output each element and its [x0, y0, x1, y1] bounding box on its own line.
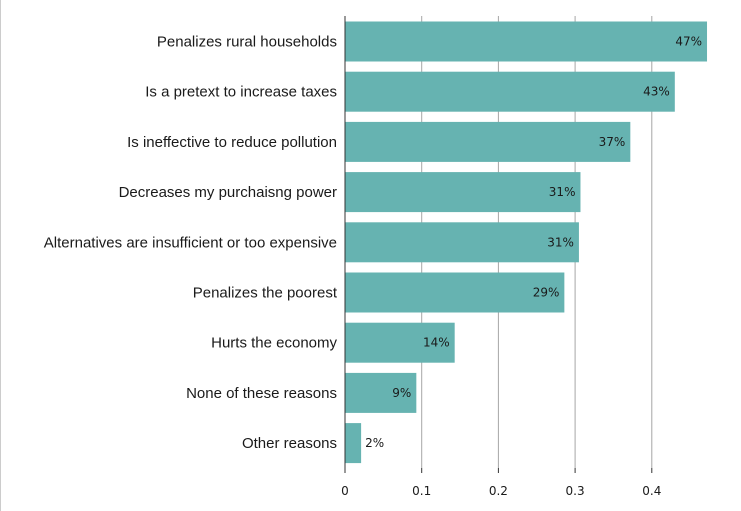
data-label: 2% [365, 436, 384, 450]
bar [345, 372, 417, 413]
category-label: None of these reasons [186, 385, 337, 402]
data-label: 43% [643, 85, 670, 99]
x-axis-ticks: 0 0.1 0.2 0.3 0.4 [341, 468, 661, 498]
category-label: Other reasons [242, 435, 337, 452]
category-label: Penalizes the poorest [193, 285, 338, 302]
category-labels: Penalizes rural households Is a pretext t… [44, 34, 338, 453]
bar [345, 21, 708, 62]
bars: 47% 43% 37% 31% 31% 29% 14% 9% 2% [345, 21, 708, 464]
data-label: 14% [423, 336, 450, 350]
data-label: 31% [549, 185, 576, 199]
category-label: Penalizes rural households [157, 34, 337, 51]
bar [345, 423, 362, 464]
data-label: 47% [675, 35, 702, 49]
x-tick-label: 0.4 [642, 484, 661, 498]
bar [345, 121, 631, 162]
data-label: 9% [392, 386, 411, 400]
category-label: Is a pretext to increase taxes [145, 84, 337, 101]
bar [345, 71, 675, 112]
x-tick-label: 0 [341, 484, 349, 498]
bar [345, 272, 565, 313]
bar [345, 322, 455, 363]
data-label: 31% [547, 235, 574, 249]
x-tick-label: 0.3 [566, 484, 585, 498]
category-label: Hurts the economy [211, 335, 337, 352]
data-label: 29% [533, 286, 560, 300]
bar [345, 222, 579, 263]
category-label: Decreases my purchaisng power [119, 184, 337, 201]
category-label: Alternatives are insufficient or too exp… [44, 234, 337, 251]
category-label: Is ineffective to reduce pollution [127, 134, 337, 151]
x-tick-label: 0.1 [412, 484, 431, 498]
x-tick-label: 0.2 [489, 484, 508, 498]
bar [345, 172, 581, 213]
data-label: 37% [599, 135, 626, 149]
